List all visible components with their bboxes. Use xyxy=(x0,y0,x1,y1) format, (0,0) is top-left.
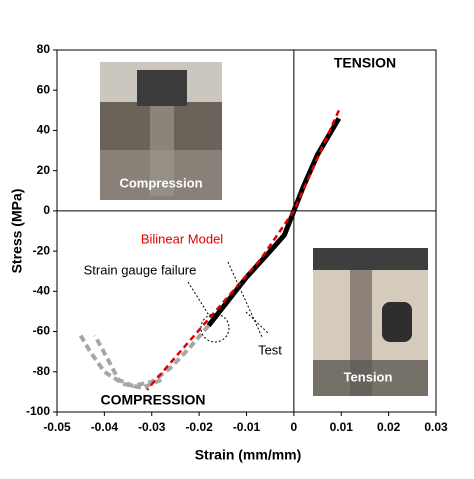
x-tick-label: -0.03 xyxy=(138,420,166,434)
y-tick-label: 0 xyxy=(43,203,50,217)
photo-label: Compression xyxy=(119,175,202,190)
photo-label: Tension xyxy=(344,369,393,384)
y-tick-label: 60 xyxy=(37,82,51,96)
x-tick-label: 0.03 xyxy=(424,420,448,434)
y-tick-label: -20 xyxy=(33,243,51,257)
failure-circle xyxy=(200,313,230,343)
annotation: COMPRESSION xyxy=(100,392,205,408)
annotation: Strain gauge failure xyxy=(84,262,197,277)
annotation: TENSION xyxy=(334,55,396,71)
y-tick-label: -100 xyxy=(26,404,50,418)
y-tick-label: -80 xyxy=(33,364,51,378)
x-tick-label: -0.01 xyxy=(233,420,261,434)
data-line xyxy=(78,334,163,390)
x-tick-label: -0.05 xyxy=(43,420,71,434)
x-tick-label: 0.01 xyxy=(330,420,354,434)
annotation: Bilinear Model xyxy=(141,231,223,246)
x-axis-label: Strain (mm/mm) xyxy=(195,447,302,463)
y-tick-label: 20 xyxy=(37,163,51,177)
x-tick-label: -0.02 xyxy=(185,420,213,434)
x-tick-label: 0 xyxy=(291,420,298,434)
y-axis-label: Stress (MPa) xyxy=(9,189,25,274)
arrow xyxy=(227,261,263,338)
data-line xyxy=(146,109,341,391)
tension-photo xyxy=(313,248,428,396)
x-tick-label: 0.02 xyxy=(377,420,401,434)
y-tick-label: -60 xyxy=(33,324,51,338)
arrow xyxy=(187,281,211,318)
x-tick-label: -0.04 xyxy=(91,420,119,434)
compression-photo xyxy=(100,62,222,200)
y-tick-label: 80 xyxy=(37,42,51,56)
y-tick-label: 40 xyxy=(37,123,51,137)
y-tick-label: -40 xyxy=(33,284,51,298)
arrow xyxy=(245,311,269,334)
data-line xyxy=(93,324,211,388)
annotation: Test xyxy=(258,342,282,357)
